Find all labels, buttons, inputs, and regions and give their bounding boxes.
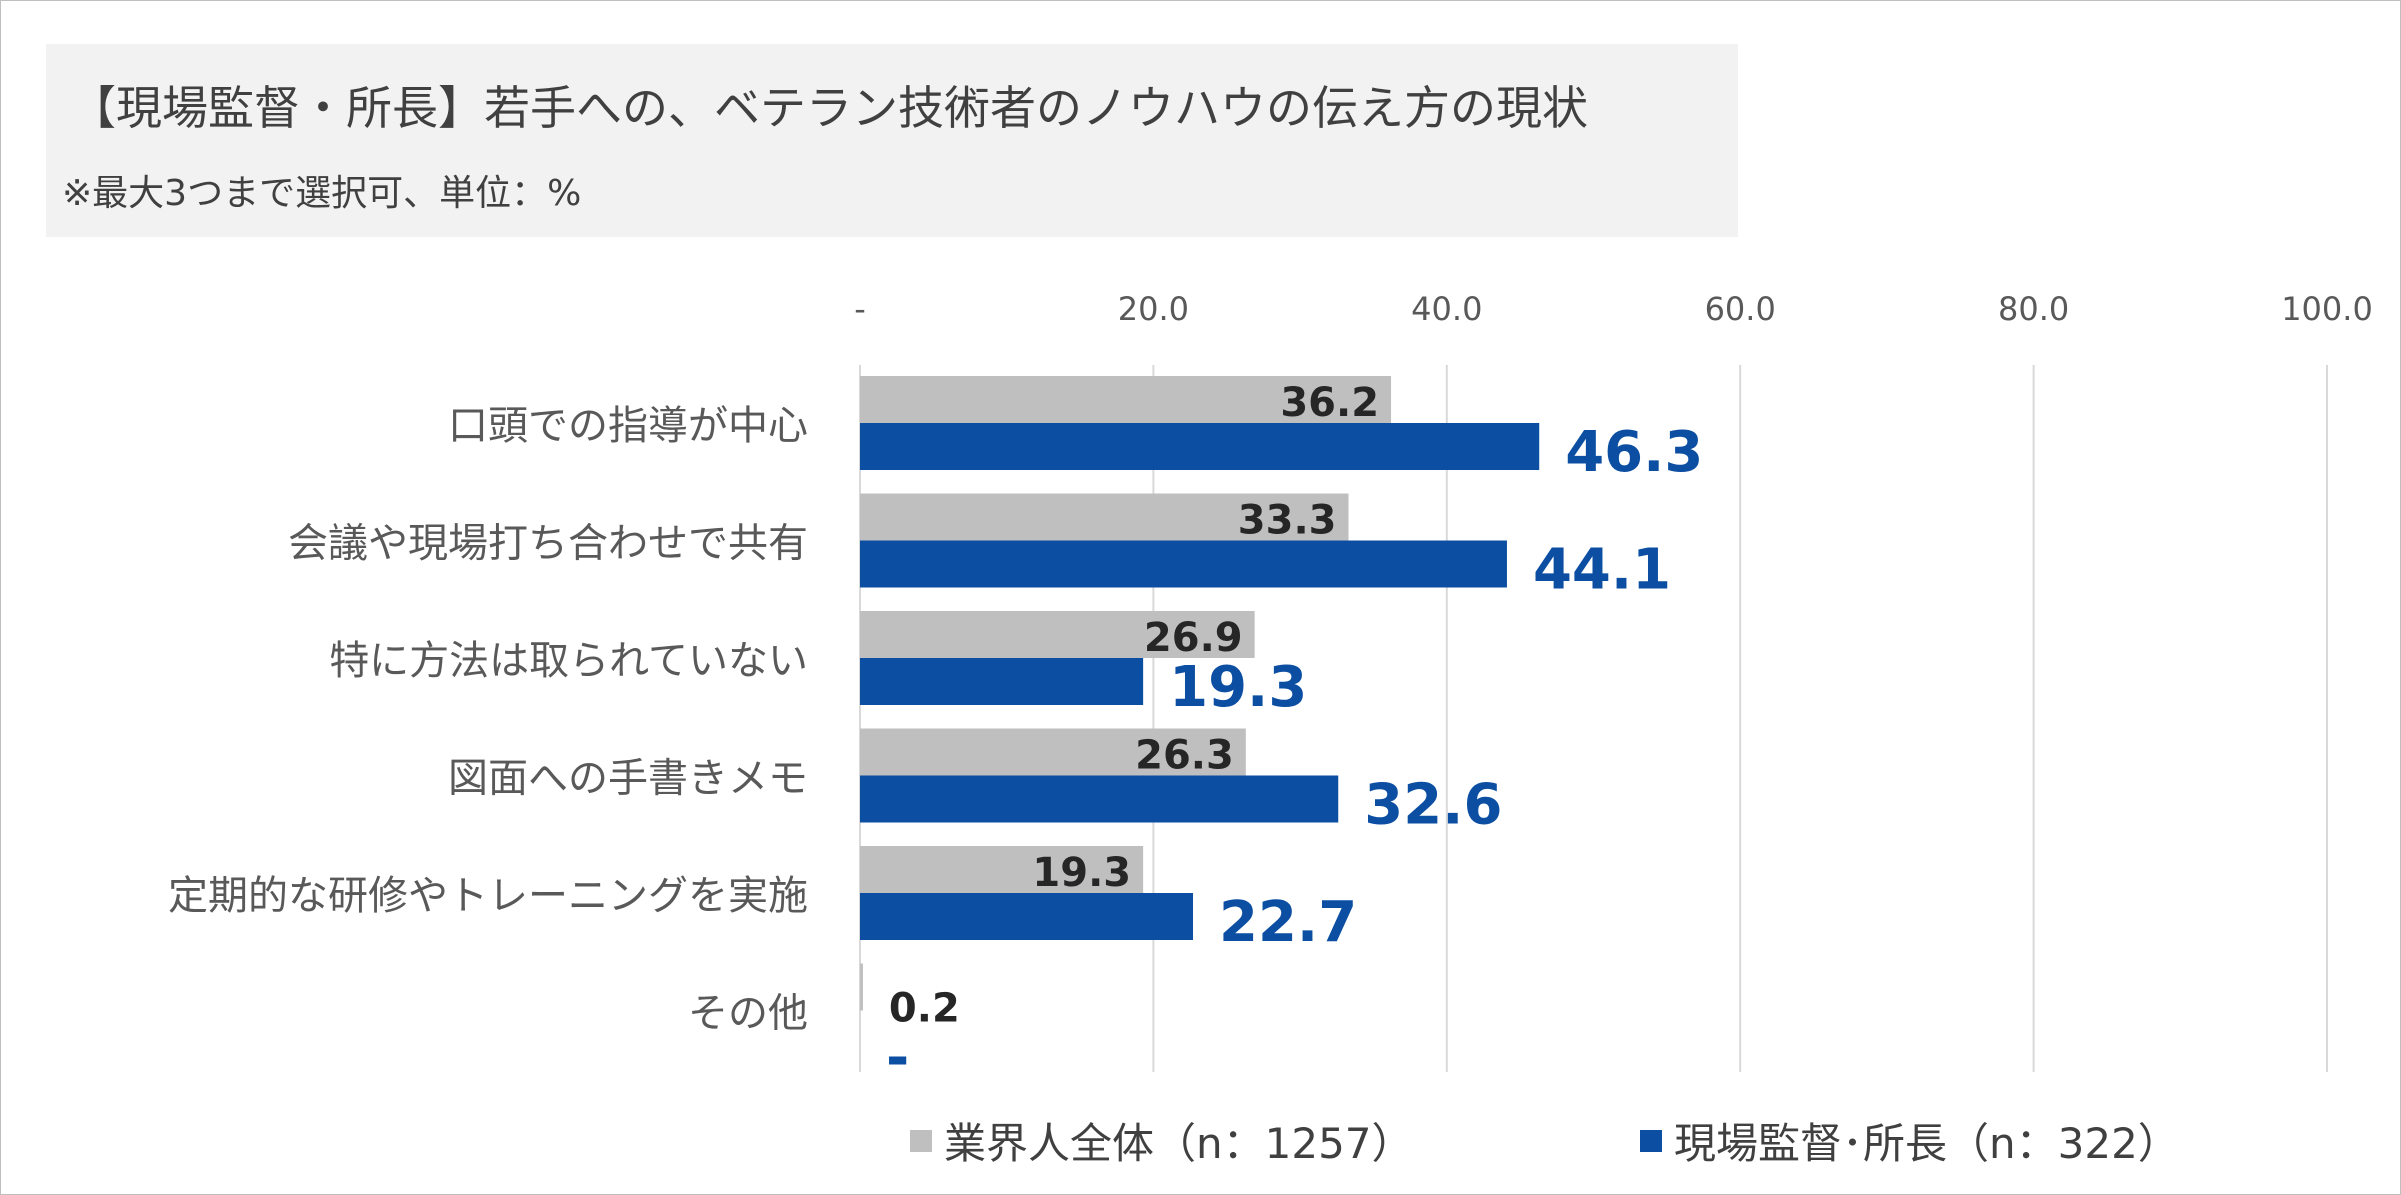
bar-chart: - 20.0 40.0 60.0 80.0 100.0 口頭での指導が中心 36.2 46.3 会… [168,290,2373,1091]
legend-swatch-series-b [1640,1129,1662,1152]
category-label-0: 口頭での指導が中心 [448,403,808,449]
x-tick-label-4: 80.0 [1998,290,2069,328]
bar-series-b-2 [860,658,1144,705]
bar-series-a-3 [860,728,1246,776]
x-tick-label-0: - [854,290,866,328]
bar-series-a-5 [860,963,863,1011]
bar-series-b-3 [860,775,1339,823]
x-tick-label-1: 20.0 [1118,290,1189,328]
legend: 業界人全体（n：1257） 現場監督･所長（n：322） [0,1110,2401,1180]
legend-label-series-b: 現場監督･所長（n：322） [1674,1119,2180,1168]
x-tick-label-5: 100.0 [2281,290,2373,328]
category-label-4: 定期的な研修やトレーニングを実施 [168,873,808,919]
data-label-series-b-0: 46.3 [1565,420,1703,485]
category-label-5: その他 [688,991,808,1037]
legend-item-series-b: 現場監督･所長（n：322） [1640,1110,2180,1171]
data-label-series-a-3: 26.3 [1135,733,1234,779]
data-label-series-b-4: 22.7 [1219,890,1357,955]
data-label-series-a-4: 19.3 [1032,850,1131,896]
category-label-1: 会議や現場打ち合わせで共有 [288,521,808,567]
bar-series-b-4 [860,893,1194,940]
bar-series-a-4 [860,846,1144,893]
data-label-series-b-3: 32.6 [1364,773,1502,838]
bar-series-a-2 [860,611,1255,658]
data-label-series-b-5: - [886,1026,909,1091]
data-label-series-a-2: 26.9 [1144,615,1243,661]
bar-series-b-1 [860,540,1507,588]
legend-item-series-a: 業界人全体（n：1257） [910,1110,1414,1171]
chart-title: 【現場監督・所長】若手への、ベテラン技術者のノウハウの伝え方の現状 [70,81,1588,135]
legend-swatch-series-a [910,1129,932,1152]
x-tick-label-3: 60.0 [1705,290,1776,328]
data-label-series-b-2: 19.3 [1169,655,1307,720]
bar-series-b-0 [860,423,1540,470]
category-label-2: 特に方法は取られていない [329,638,808,684]
category-label-3: 図面への手書きメモ [448,756,808,802]
legend-label-series-a: 業界人全体（n：1257） [944,1119,1414,1168]
data-label-series-a-1: 33.3 [1238,498,1337,544]
bar-series-a-1 [860,493,1349,541]
title-box: 【現場監督・所長】若手への、ベテラン技術者のノウハウの伝え方の現状 ※最大3つま… [46,44,1738,237]
bar-series-a-0 [860,376,1392,423]
data-label-series-b-1: 44.1 [1533,538,1671,603]
x-tick-label-2: 40.0 [1411,290,1482,328]
data-label-series-a-5: 0.2 [889,986,960,1032]
chart-subtitle: ※最大3つまで選択可、単位：% [62,173,582,214]
data-label-series-a-0: 36.2 [1280,380,1379,426]
